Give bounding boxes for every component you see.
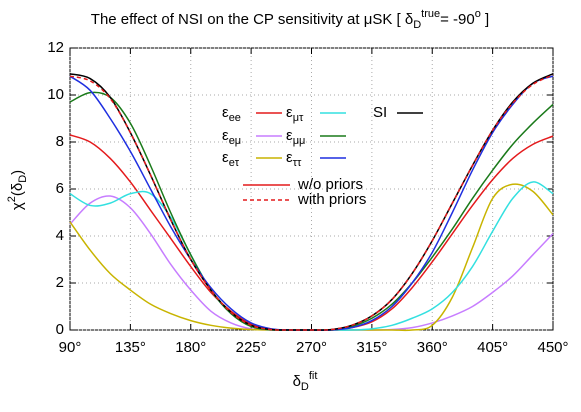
legend-label-part: ε bbox=[286, 104, 293, 121]
y-axis-label-part: ) bbox=[9, 170, 26, 175]
x-tick-label: 360° bbox=[417, 339, 448, 356]
x-axis-label-part: fit bbox=[309, 370, 318, 382]
chart-title: The effect of NSI on the CP sensitivity … bbox=[91, 8, 489, 31]
legend-label: εeμ bbox=[222, 127, 241, 147]
chart-title-part: true bbox=[421, 8, 440, 20]
chart-title-part: = -90 bbox=[440, 11, 475, 28]
x-tick-label: 225° bbox=[236, 339, 267, 356]
y-tick-label: 4 bbox=[56, 227, 64, 244]
series-line bbox=[69, 74, 554, 331]
y-tick-label: 2 bbox=[56, 274, 64, 291]
legend-label: w/o priors bbox=[297, 176, 363, 193]
y-tick-label: 12 bbox=[47, 39, 64, 56]
legend-label: εee bbox=[222, 104, 241, 124]
x-tick-label: 405° bbox=[477, 339, 508, 356]
x-axis-label-part: δ bbox=[293, 373, 301, 390]
y-tick-label: 8 bbox=[56, 133, 64, 150]
y-tick-label: 0 bbox=[56, 321, 64, 338]
y-axis-label-part: (δ bbox=[9, 183, 26, 196]
y-axis-label: χ2(δD) bbox=[6, 170, 29, 210]
x-tick-label: 450° bbox=[537, 339, 568, 356]
y-axis-label-part: χ bbox=[9, 202, 26, 210]
chart-title-part: o bbox=[475, 8, 481, 20]
x-tick-label: 180° bbox=[175, 339, 206, 356]
legend-label-part: ε bbox=[222, 104, 229, 121]
legend-label-part: ee bbox=[229, 112, 241, 124]
legend-label: εeτ bbox=[222, 149, 240, 169]
x-tick-label: 90° bbox=[59, 339, 82, 356]
legend-label-part: μμ bbox=[293, 135, 306, 147]
legend-label-part: ε bbox=[286, 127, 293, 144]
y-axis-label-part: 2 bbox=[6, 196, 18, 202]
y-tick-label: 6 bbox=[56, 180, 64, 197]
legend-label-part: ε bbox=[222, 127, 229, 144]
chart-title-part: ] bbox=[481, 11, 489, 28]
x-tick-label: 270° bbox=[296, 339, 327, 356]
x-axis-label-part: D bbox=[301, 381, 309, 393]
y-tick-label: 10 bbox=[47, 86, 64, 103]
legend-label-part: ε bbox=[286, 149, 293, 166]
legend-label: εττ bbox=[286, 149, 302, 169]
x-tick-label: 315° bbox=[356, 339, 387, 356]
chart-title-part: The effect of NSI on the CP sensitivity … bbox=[91, 11, 413, 28]
legend-label: εμτ bbox=[286, 104, 304, 124]
x-tick-label: 135° bbox=[115, 339, 146, 356]
legend-label: with priors bbox=[297, 191, 366, 208]
legend-label: SI bbox=[373, 104, 387, 121]
legend-label: εμμ bbox=[286, 127, 305, 147]
x-axis-label: δDfit bbox=[293, 370, 318, 393]
y-axis-label-part: D bbox=[17, 175, 29, 183]
legend-label-part: eμ bbox=[229, 135, 241, 147]
legend-label-part: μτ bbox=[293, 112, 304, 124]
legend-label-part: ε bbox=[222, 149, 229, 166]
chart-title-part: D bbox=[413, 19, 421, 31]
legend-label-part: eτ bbox=[229, 157, 240, 169]
legend-label-part: ττ bbox=[293, 157, 302, 169]
